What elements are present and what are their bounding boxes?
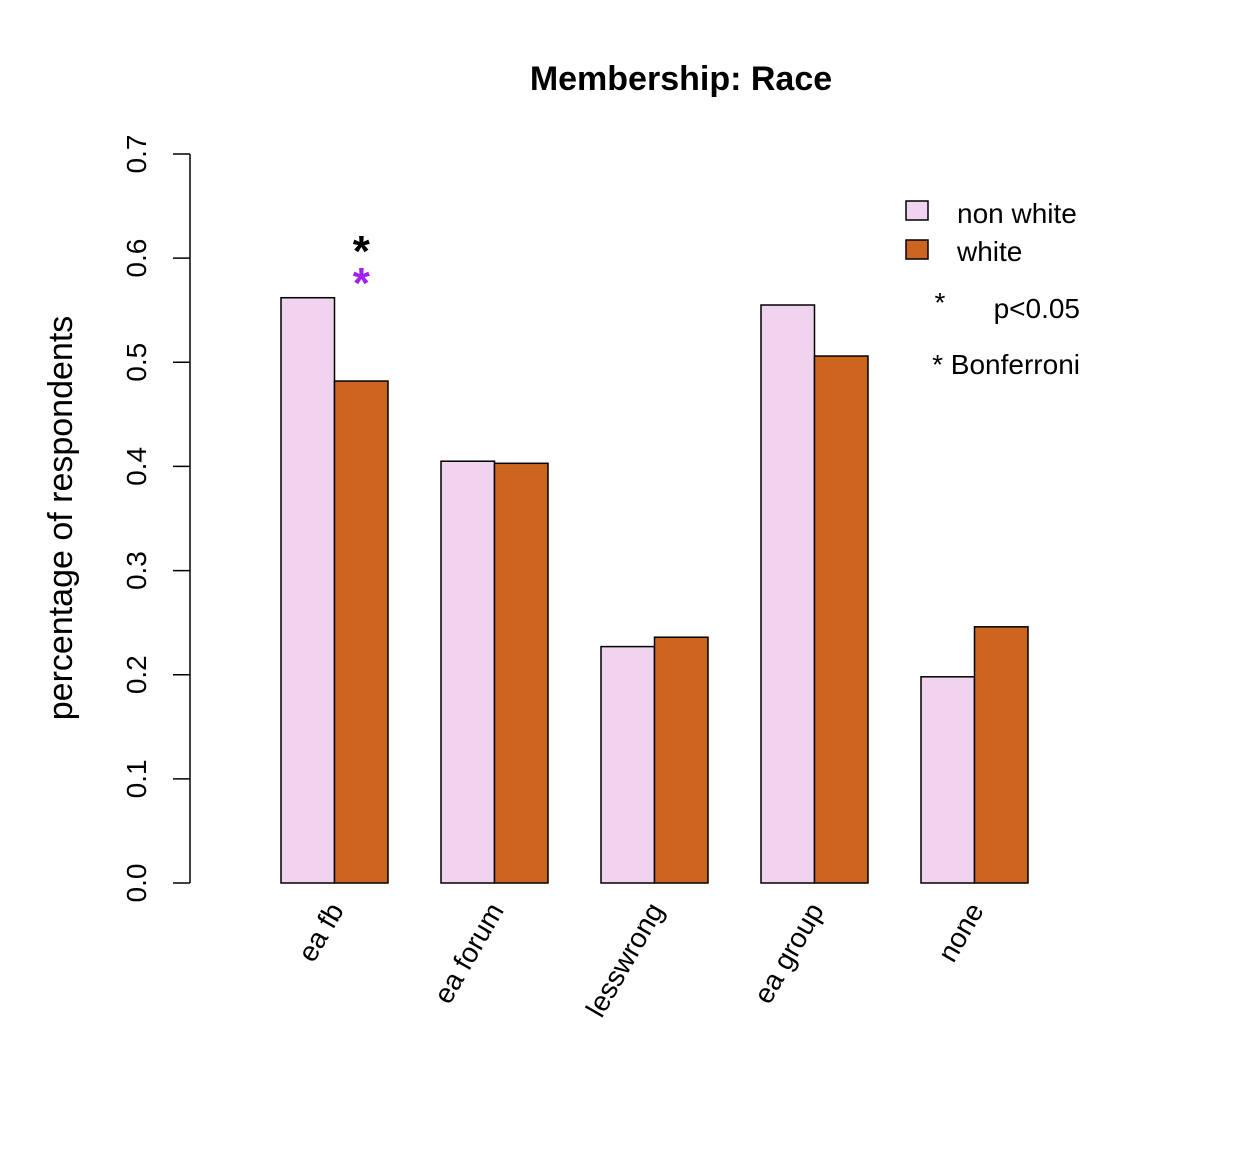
bar-ea-group-white (813, 355, 869, 884)
y-tick-label: 0.3 (121, 551, 152, 590)
bar-ea-group-non-white (760, 304, 816, 884)
significance-markers: ** (353, 227, 371, 308)
bars-group (280, 296, 1029, 884)
y-tick-label: 0.6 (121, 239, 152, 278)
legend-label-non-white: non white (957, 198, 1077, 229)
bar-ea-forum-non-white (440, 460, 496, 884)
y-tick-label: 0.5 (121, 343, 152, 382)
legend-label-white: white (956, 236, 1022, 267)
significance-star-bonferroni: * (353, 227, 371, 276)
x-category-label: ea fb (292, 898, 350, 967)
bar-none-white (973, 626, 1029, 884)
legend-p-label: p<0.05 (994, 293, 1080, 324)
x-category-label: none (932, 898, 990, 967)
bar-lesswrong-white (653, 636, 709, 884)
bar-ea-fb-non-white (280, 296, 336, 884)
y-tick-label: 0.7 (121, 135, 152, 174)
y-tick-label: 0.2 (121, 655, 152, 694)
x-category-label: ea forum (428, 898, 510, 1009)
category-labels: ea fb ea forum lesswrong ea group none (292, 898, 990, 1023)
bar-none-non-white (920, 676, 976, 884)
legend-p-star: * (935, 287, 946, 318)
significance-star-p: * (353, 259, 371, 308)
legend-bonferroni-label: * Bonferroni (932, 349, 1080, 380)
bar-ea-forum-white (493, 462, 549, 884)
y-axis: 0.0 0.1 0.2 0.3 0.4 0.5 0.6 0.7 (121, 135, 191, 903)
y-tick-label: 0.1 (121, 759, 152, 798)
x-category-label: ea group (748, 898, 830, 1009)
bar-lesswrong-non-white (600, 645, 656, 884)
y-axis-label: percentage of respondents (42, 316, 80, 721)
chart-title: Membership: Race (530, 60, 832, 98)
bar-ea-fb-white (333, 380, 389, 884)
legend: non white white * p<0.05 * Bonferroni (905, 198, 1080, 380)
y-tick-label: 0.0 (121, 864, 152, 903)
x-category-label: lesswrong (580, 898, 670, 1023)
legend-swatch-non-white (905, 200, 929, 221)
y-tick-label: 0.4 (121, 447, 152, 486)
legend-swatch-white (905, 239, 929, 260)
